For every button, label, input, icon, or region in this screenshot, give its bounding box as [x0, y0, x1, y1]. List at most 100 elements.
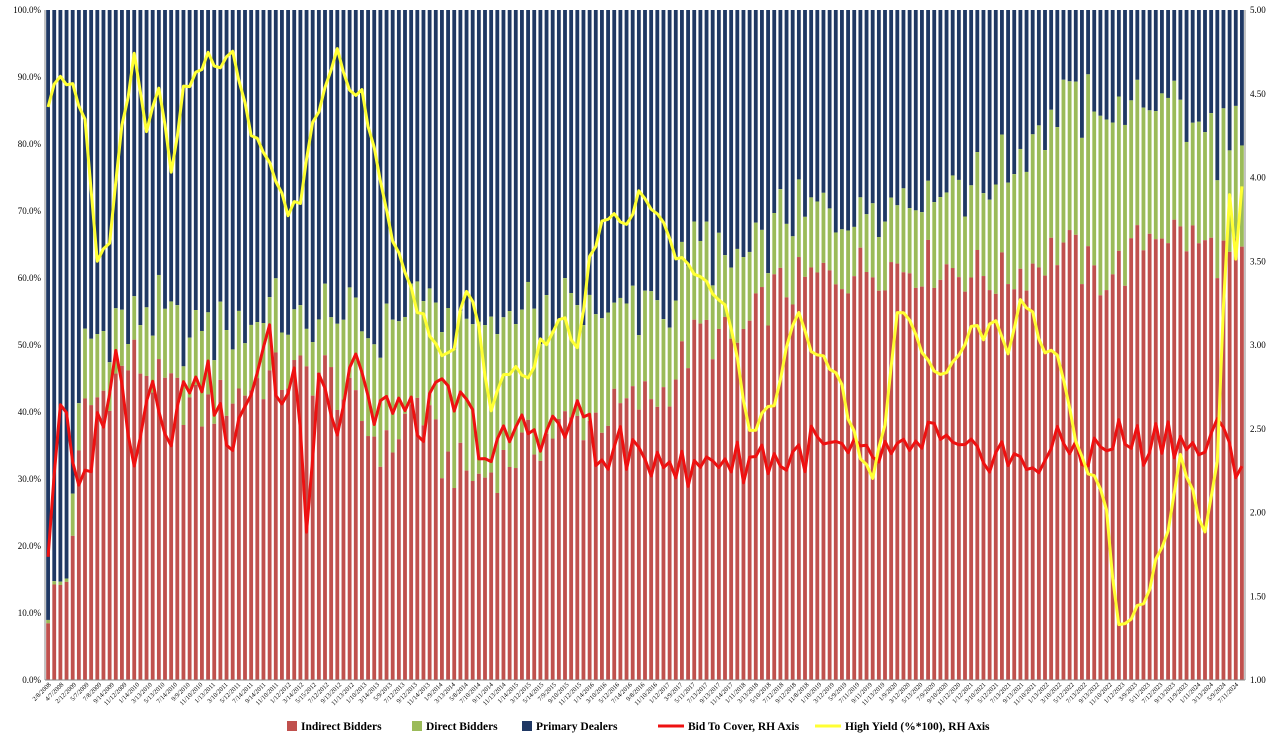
bar-indirect-bidders [907, 273, 912, 680]
bar-primary-dealers [993, 10, 998, 185]
bar-direct-bidders [489, 316, 494, 473]
bar-indirect-bidders [341, 399, 346, 680]
bar-indirect-bidders [956, 277, 961, 680]
bar-primary-dealers [858, 10, 863, 198]
bar-direct-bidders [1012, 174, 1017, 290]
bar-indirect-bidders [347, 377, 352, 680]
bar-direct-bidders [741, 257, 746, 329]
bar-direct-bidders [58, 581, 63, 585]
bar-indirect-bidders [224, 415, 229, 680]
bar-direct-bidders [747, 251, 752, 321]
bar-indirect-bidders [993, 293, 998, 680]
bar-primary-dealers [876, 10, 881, 238]
bar-direct-bidders [661, 319, 666, 388]
y-left-tick-label: 0.0% [22, 675, 41, 685]
bar-direct-bidders [1116, 96, 1121, 251]
bar-primary-dealers [513, 10, 518, 325]
bar-indirect-bidders [920, 286, 924, 680]
bar-primary-dealers [1030, 10, 1035, 135]
bar-indirect-bidders [723, 316, 727, 680]
bar-indirect-bidders [464, 470, 469, 680]
bar-indirect-bidders [366, 436, 370, 680]
bar-indirect-bidders [753, 293, 758, 680]
bar-primary-dealers [298, 10, 303, 306]
bar-primary-dealers [710, 10, 715, 286]
bar-indirect-bidders [310, 395, 315, 680]
legend-label-indirect: Indirect Bidders [301, 721, 382, 733]
bar-direct-bidders [587, 294, 592, 421]
bar-indirect-bidders [649, 399, 654, 680]
bar-primary-dealers [1006, 10, 1010, 183]
bar-primary-dealers [1166, 10, 1170, 98]
bar-primary-dealers [464, 10, 469, 319]
bar-indirect-bidders [520, 432, 524, 680]
bar-primary-dealers [113, 10, 118, 309]
bar-direct-bidders [895, 205, 900, 264]
bar-indirect-bidders [286, 388, 290, 680]
bar-primary-dealers [218, 10, 223, 302]
bar-direct-bidders [403, 316, 407, 414]
legend-swatch-direct [412, 721, 422, 731]
bar-direct-bidders [415, 281, 420, 398]
bar-direct-bidders [778, 189, 783, 268]
bar-direct-bidders [1160, 93, 1164, 239]
bar-primary-dealers [501, 10, 506, 318]
bar-primary-dealers [581, 10, 586, 326]
bar-direct-bidders [1024, 171, 1029, 291]
bar-primary-dealers [187, 10, 192, 338]
bar-direct-bidders [292, 309, 297, 361]
bar-direct-bidders [440, 332, 444, 479]
bar-indirect-bidders [556, 418, 561, 680]
bar-indirect-bidders [790, 304, 795, 680]
bar-direct-bidders [569, 293, 574, 418]
bar-indirect-bidders [249, 390, 254, 680]
bar-direct-bidders [83, 328, 87, 399]
bar-indirect-bidders [673, 379, 678, 680]
bar-indirect-bidders [735, 342, 740, 680]
bar-indirect-bidders [575, 415, 580, 680]
bar-direct-bidders [987, 199, 992, 291]
bar-indirect-bidders [126, 370, 130, 680]
bar-indirect-bidders [1215, 278, 1220, 680]
bar-indirect-bidders [107, 410, 112, 680]
bar-indirect-bidders [489, 472, 494, 680]
bar-indirect-bidders [1073, 234, 1078, 680]
bar-primary-dealers [747, 10, 752, 252]
bar-direct-bidders [809, 197, 814, 268]
bar-indirect-bidders [101, 390, 106, 680]
bar-indirect-bidders [778, 267, 783, 680]
bar-direct-bidders [969, 185, 974, 278]
bar-indirect-bidders [83, 398, 87, 680]
bar-direct-bidders [858, 197, 863, 248]
bar-indirect-bidders [187, 397, 192, 680]
bar-primary-dealers [526, 10, 530, 282]
bar-primary-dealers [987, 10, 992, 200]
bar-direct-bidders [760, 229, 764, 288]
bar-direct-bidders [852, 226, 857, 277]
bar-primary-dealers [667, 10, 672, 328]
bar-direct-bidders [870, 203, 875, 278]
bar-direct-bidders [1209, 113, 1214, 238]
y-left-tick-label: 90.0% [18, 72, 42, 82]
bar-indirect-bidders [495, 492, 500, 680]
bar-indirect-bidders [963, 291, 967, 680]
bar-primary-dealers [1110, 10, 1115, 123]
bar-indirect-bidders [643, 381, 647, 680]
bar-primary-dealers [1104, 10, 1109, 120]
bar-indirect-bidders [95, 397, 100, 680]
bar-primary-dealers [815, 10, 820, 202]
bar-primary-dealers [1055, 10, 1060, 128]
bar-indirect-bidders [1000, 252, 1004, 680]
bar-primary-dealers [193, 10, 198, 311]
bar-indirect-bidders [501, 449, 506, 680]
bar-direct-bidders [1086, 74, 1090, 247]
bar-indirect-bidders [563, 411, 567, 680]
bar-primary-dealers [556, 10, 561, 321]
bar-indirect-bidders [476, 473, 481, 680]
bar-indirect-bidders [840, 289, 844, 680]
bar-indirect-bidders [618, 403, 623, 680]
bar-primary-dealers [716, 10, 721, 233]
bar-primary-dealers [156, 10, 161, 275]
bar-primary-dealers [809, 10, 814, 198]
y-left-tick-label: 60.0% [18, 273, 42, 283]
